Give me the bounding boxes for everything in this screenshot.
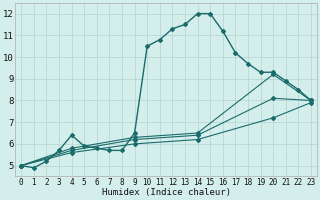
X-axis label: Humidex (Indice chaleur): Humidex (Indice chaleur) <box>101 188 231 197</box>
